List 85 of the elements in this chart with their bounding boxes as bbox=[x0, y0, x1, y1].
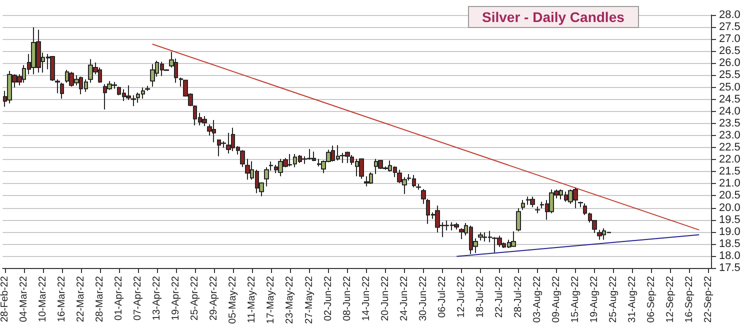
y-tick-label: 25.5 bbox=[719, 69, 740, 82]
y-tick-label: 22.5 bbox=[719, 142, 740, 154]
candlestick bbox=[478, 232, 483, 242]
y-tick-label: 17.5 bbox=[719, 262, 740, 274]
y-tick-label: 24.5 bbox=[719, 93, 740, 106]
candlestick bbox=[597, 229, 602, 240]
x-tick-label: 18-Jul-22 bbox=[474, 276, 486, 318]
x-tick-label: 25-Apr-22 bbox=[190, 276, 201, 320]
x-tick-label: 16-Mar-22 bbox=[56, 276, 68, 322]
candlestick bbox=[516, 208, 521, 232]
y-tick-label: 19.5 bbox=[719, 214, 740, 226]
x-tick-label: 25-Aug-22 bbox=[608, 276, 620, 323]
x-tick-label: 28-Feb-22 bbox=[0, 276, 10, 322]
x-tick-label: 19-Aug-22 bbox=[589, 276, 600, 323]
candlestick bbox=[145, 85, 150, 92]
candlestick bbox=[364, 176, 369, 187]
x-tick-label: 06-Jul-22 bbox=[436, 276, 448, 318]
candlestick bbox=[521, 200, 525, 210]
candlestick bbox=[150, 64, 155, 88]
x-tick-label: 24-Jun-22 bbox=[398, 276, 410, 322]
x-tick-label: 20-Jun-22 bbox=[380, 276, 391, 322]
y-tick-label: 23.0 bbox=[719, 129, 740, 142]
y-tick-label: 19.0 bbox=[719, 226, 740, 238]
candlestick bbox=[126, 84, 131, 101]
x-tick-label: 06-Sep-22 bbox=[646, 276, 658, 323]
candlestick bbox=[535, 206, 540, 214]
x-tick-label: 14-Jun-22 bbox=[360, 276, 372, 322]
x-tick-label: 08-Jun-22 bbox=[342, 276, 353, 322]
y-tick-label: 21.5 bbox=[719, 166, 740, 178]
candlestick bbox=[511, 230, 516, 247]
x-tick-label: 27-May-22 bbox=[304, 276, 315, 324]
candlestick bbox=[359, 158, 364, 180]
x-tick-label: 19-Apr-22 bbox=[170, 276, 182, 320]
y-tick-label: 28.0 bbox=[719, 9, 740, 21]
x-tick-label: 31-Aug-22 bbox=[627, 276, 638, 323]
x-tick-label: 15-Aug-22 bbox=[570, 276, 582, 323]
candlestick bbox=[202, 115, 207, 127]
x-tick-label: 30-Jun-22 bbox=[418, 276, 429, 322]
y-tick-label: 24.0 bbox=[719, 105, 740, 118]
y-tick-label: 26.0 bbox=[719, 57, 740, 70]
y-tick-label: 27.5 bbox=[719, 21, 740, 34]
x-tick-label: 04-Mar-22 bbox=[18, 276, 30, 322]
x-tick-label: 03-Aug-22 bbox=[532, 276, 543, 323]
y-tick-label: 26.5 bbox=[719, 45, 740, 58]
x-tick-label: 16-Sep-22 bbox=[684, 276, 696, 323]
y-tick-label: 23.5 bbox=[719, 117, 740, 130]
candlestick bbox=[179, 77, 183, 88]
candlestick bbox=[240, 150, 245, 168]
x-tick-label: 12-Jul-22 bbox=[456, 276, 467, 318]
x-tick-label: 09-Aug-22 bbox=[550, 276, 562, 323]
candlestick bbox=[60, 82, 64, 100]
x-tick-label: 29-Apr-22 bbox=[208, 276, 220, 320]
x-tick-label: 02-Jun-22 bbox=[322, 276, 334, 322]
y-tick-label: 18.5 bbox=[719, 238, 740, 250]
x-tick-label: 12-Sep-22 bbox=[665, 276, 676, 323]
x-tick-label: 05-May-22 bbox=[228, 276, 239, 324]
x-tick-label: 22-Sep-22 bbox=[703, 276, 714, 323]
candlestick bbox=[50, 56, 55, 82]
candlestick bbox=[55, 78, 60, 94]
x-tick-label: 28-Mar-22 bbox=[94, 276, 106, 322]
chart-title: Silver - Daily Candles bbox=[482, 9, 625, 25]
x-tick-label: 23-May-22 bbox=[284, 276, 296, 324]
y-tick-label: 20.5 bbox=[719, 190, 740, 202]
x-tick-label: 17-May-22 bbox=[266, 276, 277, 324]
x-tick-label: 01-Apr-22 bbox=[114, 276, 125, 320]
y-tick-label: 21.0 bbox=[719, 178, 740, 190]
y-tick-label: 22.0 bbox=[719, 154, 740, 166]
x-tick-label: 10-Mar-22 bbox=[38, 276, 49, 322]
candlestick bbox=[454, 222, 459, 230]
y-tick-label: 27.0 bbox=[719, 33, 740, 46]
x-tick-label: 07-Apr-22 bbox=[132, 276, 144, 320]
x-tick-label: 28-Jul-22 bbox=[512, 276, 524, 318]
x-tick-label: 22-Mar-22 bbox=[76, 276, 87, 322]
y-tick-label: 25.0 bbox=[719, 81, 740, 94]
candlestick bbox=[416, 183, 421, 190]
y-tick-label: 20.0 bbox=[719, 202, 740, 214]
candlestick bbox=[226, 132, 231, 154]
candlestick bbox=[578, 201, 583, 208]
y-tick-label: 18.0 bbox=[719, 250, 740, 262]
x-tick-label: 11-May-22 bbox=[246, 276, 258, 324]
candlestick bbox=[131, 94, 136, 107]
x-tick-label: 13-Apr-22 bbox=[152, 276, 163, 320]
candlestick bbox=[245, 158, 250, 180]
x-tick-label: 22-Jul-22 bbox=[494, 276, 505, 318]
candlestick bbox=[530, 196, 535, 208]
